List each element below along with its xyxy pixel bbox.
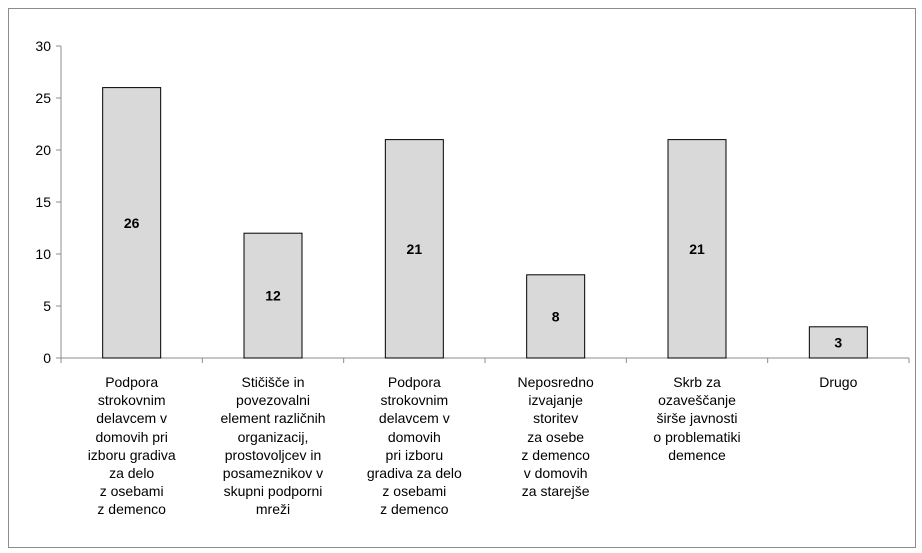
x-tick-label: Stičišče in povezovalni element različni… bbox=[220, 374, 326, 518]
data-label: 26 bbox=[124, 215, 140, 231]
x-tick-label: Neposredno izvajanje storitev za osebe z… bbox=[517, 374, 594, 500]
x-tick-label: Drugo bbox=[819, 374, 858, 390]
x-tick-label: Skrb za ozaveščanje širše javnosti o pro… bbox=[653, 374, 741, 463]
x-tick-label: Podpora strokovnim delavcem v domovih pr… bbox=[366, 374, 462, 518]
y-tick-label: 15 bbox=[35, 194, 51, 210]
data-label: 21 bbox=[689, 241, 705, 257]
y-tick-label: 10 bbox=[35, 246, 51, 262]
y-tick-label: 0 bbox=[43, 350, 51, 366]
y-tick-label: 25 bbox=[35, 90, 51, 106]
bar bbox=[808, 326, 868, 359]
bar bbox=[526, 274, 586, 359]
data-label: 8 bbox=[552, 308, 560, 324]
bar bbox=[384, 139, 444, 359]
data-label: 12 bbox=[265, 288, 281, 304]
bar bbox=[102, 87, 162, 359]
chart-axes: 0 5 10 15 20 25 30 bbox=[35, 38, 910, 366]
y-tick-label: 30 bbox=[35, 38, 51, 54]
bar bbox=[243, 232, 303, 359]
chart-frame: 0 5 10 15 20 25 30 26 12 21 8 21 3 Podpora strokovn… bbox=[8, 8, 916, 548]
y-tick-label: 20 bbox=[35, 142, 51, 158]
x-tick-label: Podpora strokovnim delavcem v domovih pr… bbox=[87, 374, 176, 518]
chart-data-labels: 26 12 21 8 21 3 bbox=[124, 215, 843, 351]
bar-chart: 0 5 10 15 20 25 30 26 12 21 8 21 3 bbox=[35, 38, 910, 366]
data-label: 3 bbox=[834, 334, 842, 350]
y-tick-label: 5 bbox=[43, 298, 51, 314]
bar bbox=[667, 139, 727, 359]
data-label: 21 bbox=[407, 241, 423, 257]
chart-bars bbox=[102, 87, 868, 359]
